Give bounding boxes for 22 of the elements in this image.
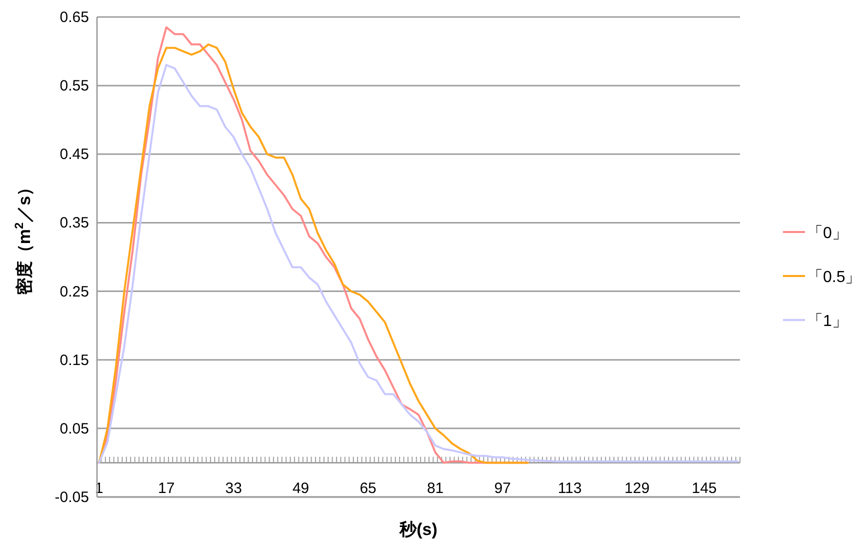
x-tick-label: 113 [558, 480, 582, 497]
x-tick-label: 33 [225, 480, 242, 497]
y-tick-label: -0.05 [54, 489, 89, 506]
x-tick-label: 49 [292, 480, 310, 497]
legend-label: 「0」 [807, 225, 848, 242]
x-axis-title: 秒(s) [398, 520, 438, 539]
x-tick-label: 65 [360, 480, 376, 497]
legend-label: 「1」 [807, 313, 848, 330]
y-tick-label: 0.55 [60, 78, 89, 95]
x-tick-label: 145 [692, 480, 717, 497]
y-tick-label: 0.45 [60, 146, 89, 164]
y-tick-label: 0.25 [60, 283, 89, 300]
y-tick-label: 0.65 [60, 9, 89, 26]
x-tick-label: 97 [494, 480, 511, 497]
y-tick-label: 0.35 [60, 214, 89, 232]
x-tick-label: 81 [426, 480, 444, 497]
legend-label: 「0.5」 [807, 269, 853, 286]
line-series [98, 64, 739, 464]
y-tick-label: 0.15 [60, 352, 89, 369]
x-tick-label: 129 [624, 480, 650, 497]
x-tick-label: 17 [158, 480, 175, 497]
y-tick-label: 0.05 [60, 420, 89, 438]
